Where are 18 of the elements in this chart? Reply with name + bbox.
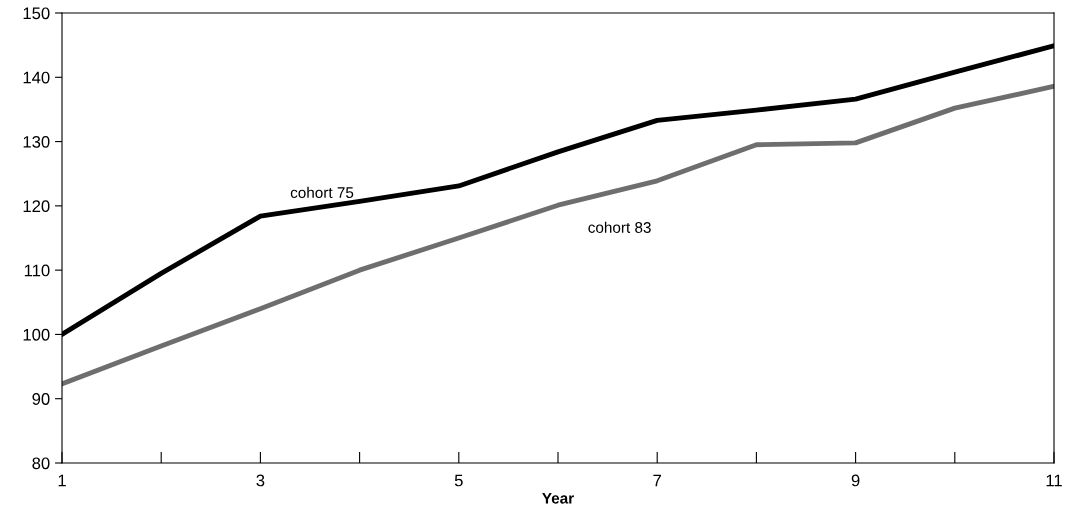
x-tick-label: 5 [454,474,463,487]
x-tick-label: 1 [58,474,66,487]
series-label: cohort 75 [290,186,354,199]
line-series [62,83,1054,387]
x-tick-label: 11 [1046,474,1062,487]
x-axis-title: Year [542,492,574,504]
x-tick-label: 7 [653,474,661,487]
y-tick-label: 110 [24,264,50,277]
series-label: cohort 83 [588,221,651,233]
y-tick-label: 130 [23,135,50,148]
y-tick-label: 100 [23,328,50,341]
x-tick-label: 9 [851,474,860,487]
x-tick-label: 3 [256,474,265,487]
y-tick-label: 140 [23,71,50,84]
y-tick-label: 120 [23,200,50,213]
y-tick-label: 150 [23,7,50,20]
y-tick-label: 90 [32,393,50,405]
y-tick-label: 80 [32,457,50,470]
